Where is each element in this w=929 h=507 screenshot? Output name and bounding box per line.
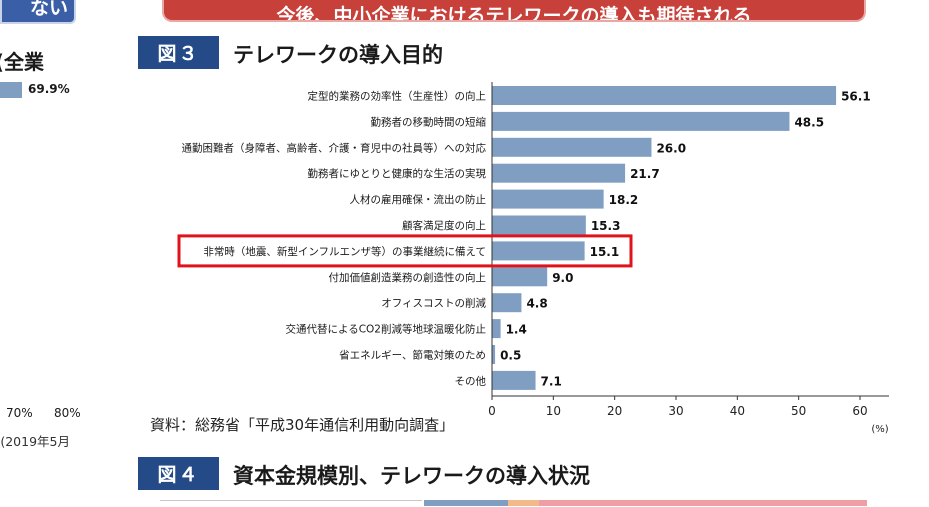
value-label: 9.0 <box>552 271 573 285</box>
left-panel-bar <box>0 82 22 98</box>
bars <box>492 86 837 390</box>
bar <box>492 215 586 235</box>
figure4-frame <box>160 500 422 507</box>
bar <box>492 267 548 287</box>
value-label: 15.3 <box>591 219 621 233</box>
category-label: 非常時（地震、新型インフルエンザ等）の事業継続に備えて <box>203 245 486 258</box>
x-axis-unit: (%) <box>871 424 888 435</box>
category-label: 定型的業務の効率性（生産性）の向上 <box>308 90 487 103</box>
figure4-stacked-bar-preview <box>424 500 867 506</box>
bar <box>492 293 522 313</box>
left-panel-bar-label: 69.9% <box>28 82 70 96</box>
left-panel-heading: 全業) <box>0 50 44 74</box>
x-axis: 0 10 20 30 40 50 60 (%) <box>488 82 889 435</box>
figure3-badge: 図３ <box>138 36 219 69</box>
category-labels: 定型的業務の効率性（生産性）の向上勤務者の移動時間の短縮通勤困難者（身障者、高齢… <box>182 90 487 388</box>
category-label: 人材の雇用確保・流出の防止 <box>350 193 487 206</box>
bar <box>492 319 501 339</box>
figure4-title: 資本金規模別、テレワークの導入状況 <box>233 464 590 488</box>
x-tick-label: 50 <box>791 404 806 418</box>
category-label: 省エネルギー、節電対策のため <box>339 349 486 362</box>
x-tick-label: 10 <box>546 404 561 418</box>
x-tick-label: 30 <box>668 404 683 418</box>
bar <box>492 86 837 105</box>
figure4-segment <box>508 500 540 506</box>
category-label: 顧客満足度の向上 <box>402 219 486 232</box>
left-panel-date-note: 2019年5月) <box>0 434 70 449</box>
category-label: 交通代替によるCO2削減等地球温暖化防止 <box>286 323 486 336</box>
left-banner-text: ない <box>29 0 68 19</box>
bar <box>492 370 536 390</box>
bar <box>492 241 585 261</box>
value-label: 0.5 <box>500 349 521 363</box>
figure4-segment <box>539 500 867 506</box>
left-banner: ない <box>0 0 76 24</box>
bar <box>492 111 790 131</box>
figure3-title: テレワークの導入目的 <box>233 43 443 67</box>
value-label: 21.7 <box>630 167 660 181</box>
x-tick-label: 0 <box>488 404 496 418</box>
value-label: 7.1 <box>541 374 562 388</box>
value-label: 1.4 <box>506 323 527 337</box>
category-label: その他 <box>455 374 487 387</box>
value-label: 18.2 <box>609 193 639 207</box>
top-banner: 今後、中小企業におけるテレワークの導入も期待される <box>162 0 866 22</box>
value-label: 15.1 <box>590 245 620 259</box>
x-tick-label: 40 <box>730 404 745 418</box>
category-label: 勤務者の移動時間の短縮 <box>371 115 487 128</box>
bar <box>492 345 496 364</box>
bar <box>492 189 604 209</box>
left-axis-tick-70: 70% <box>6 406 33 420</box>
value-labels: 56.1 48.5 26.0 21.7 18.2 15.3 15.1 9.0 4.8 1.4 0.5… <box>500 90 871 389</box>
category-label: 勤務者にゆとりと健康的な生活の実現 <box>308 167 487 180</box>
category-label: 付加価値創造業務の創造性の向上 <box>329 271 487 284</box>
figure4-badge: 図４ <box>138 457 219 490</box>
bar <box>492 137 652 157</box>
top-banner-text: 今後、中小企業におけるテレワークの導入も期待される <box>276 5 752 22</box>
highlight-box <box>177 234 633 268</box>
x-tick-label: 20 <box>607 404 622 418</box>
value-label: 4.8 <box>526 297 547 311</box>
figure4-segment <box>424 500 509 506</box>
source-note: 資料：総務省「平成30年通信利用動向調査」 <box>150 416 455 434</box>
value-label: 26.0 <box>656 141 686 155</box>
value-label: 56.1 <box>841 90 871 104</box>
x-tick-label: 60 <box>852 404 867 418</box>
left-axis-tick-80: 80% <box>54 406 81 420</box>
category-label: オフィスコストの削減 <box>381 297 486 310</box>
category-label: 通勤困難者（身障者、高齢者、介護・育児中の社員等）への対応 <box>182 141 487 154</box>
highlight-layer <box>177 234 633 268</box>
bar <box>492 163 626 183</box>
value-label: 48.5 <box>794 115 824 129</box>
